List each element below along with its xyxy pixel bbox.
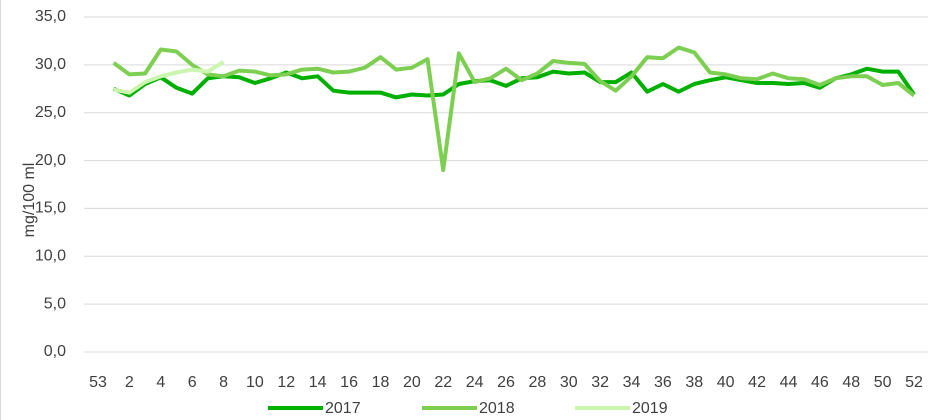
y-tick-label: 15,0 bbox=[35, 200, 66, 217]
y-tick-label: 20,0 bbox=[35, 152, 66, 169]
x-tick-label: 52 bbox=[905, 374, 923, 391]
x-tick-label: 16 bbox=[340, 374, 358, 391]
y-axis-title: mg/100 ml bbox=[21, 163, 38, 238]
series-line bbox=[112, 45, 916, 173]
x-tick-label: 12 bbox=[277, 374, 295, 391]
x-tick-label: 10 bbox=[246, 374, 264, 391]
x-tick-label: 14 bbox=[309, 374, 327, 391]
legend-label: 2018 bbox=[479, 400, 515, 417]
legend-label: 2017 bbox=[325, 400, 361, 417]
x-tick-label: 48 bbox=[842, 374, 860, 391]
x-tick-label: 4 bbox=[156, 374, 165, 391]
y-tick-label: 5,0 bbox=[44, 295, 66, 312]
x-tick-label: 34 bbox=[623, 374, 641, 391]
y-tick-label: 25,0 bbox=[35, 104, 66, 121]
x-tick-label: 44 bbox=[780, 374, 798, 391]
x-tick-label: 53 bbox=[89, 374, 107, 391]
x-tick-label: 32 bbox=[591, 374, 609, 391]
y-tick-label: 35,0 bbox=[35, 8, 66, 25]
x-tick-label: 42 bbox=[748, 374, 766, 391]
legend-label: 2019 bbox=[632, 400, 668, 417]
x-tick-label: 46 bbox=[811, 374, 829, 391]
x-tick-label: 20 bbox=[403, 374, 421, 391]
series-line bbox=[113, 60, 225, 95]
x-tick-label: 38 bbox=[685, 374, 703, 391]
x-tick-label: 6 bbox=[188, 374, 197, 391]
x-tick-label: 8 bbox=[219, 374, 228, 391]
x-tick-label: 26 bbox=[497, 374, 515, 391]
x-tick-label: 40 bbox=[717, 374, 735, 391]
x-tick-label: 28 bbox=[528, 374, 546, 391]
x-tick-label: 36 bbox=[654, 374, 672, 391]
series-line bbox=[112, 66, 916, 100]
y-tick-label: 0,0 bbox=[44, 343, 66, 360]
x-tick-label: 18 bbox=[372, 374, 390, 391]
x-tick-label: 24 bbox=[466, 374, 484, 391]
y-tick-label: 10,0 bbox=[35, 248, 66, 265]
x-tick-label: 2 bbox=[125, 374, 134, 391]
y-tick-label: 30,0 bbox=[35, 56, 66, 73]
x-tick-label: 50 bbox=[874, 374, 892, 391]
x-tick-label: 30 bbox=[560, 374, 578, 391]
x-tick-label: 22 bbox=[434, 374, 452, 391]
